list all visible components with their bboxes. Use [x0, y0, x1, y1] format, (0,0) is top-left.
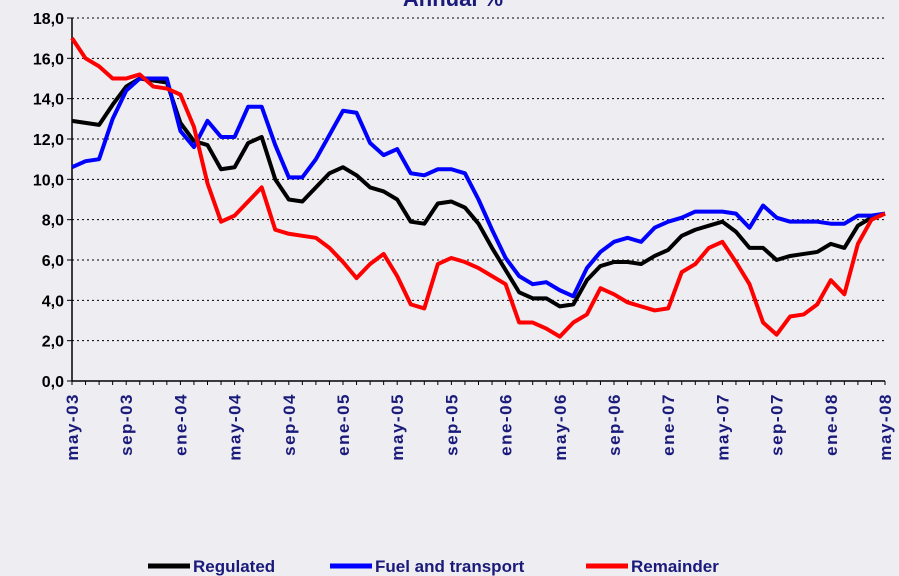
y-tick-label: 8,0 [42, 213, 64, 230]
x-tick-label: ene-04 [171, 393, 190, 456]
y-tick-label: 4,0 [42, 293, 64, 310]
x-tick-label: ene-05 [334, 393, 353, 456]
x-tick-label: may-07 [713, 393, 732, 461]
legend-label: Remainder [631, 557, 719, 576]
series-line [70, 37, 886, 339]
x-tick-label: may-04 [226, 393, 245, 461]
series-line [71, 76, 886, 309]
y-tick-label: 12,0 [33, 132, 64, 149]
x-tick-label: may-03 [63, 393, 82, 461]
x-tick-label: ene-08 [822, 393, 841, 456]
y-tick-label: 16,0 [33, 51, 64, 68]
x-tick-label: sep-05 [442, 393, 461, 456]
y-tick-label: 14,0 [33, 92, 64, 109]
y-tick-label: 0,0 [42, 374, 64, 391]
x-tick-label: ene-07 [659, 393, 678, 456]
x-tick-label: ene-06 [497, 393, 516, 456]
chart-title: Annual % [403, 0, 503, 11]
y-tick-label: 10,0 [33, 172, 64, 189]
y-tick-label: 18,0 [33, 11, 64, 28]
x-tick-label: sep-04 [280, 393, 299, 456]
x-tick-label: sep-06 [605, 393, 624, 456]
y-tick-label: 2,0 [42, 334, 64, 351]
legend-label: Fuel and transport [375, 557, 525, 576]
series-line [71, 76, 886, 299]
legend-label: Regulated [193, 557, 275, 576]
x-tick-label: may-05 [388, 393, 407, 461]
x-tick-label: sep-07 [768, 393, 787, 456]
x-tick-label: sep-03 [117, 393, 136, 456]
x-tick-label: may-06 [551, 393, 570, 461]
x-tick-label: may-08 [876, 393, 895, 461]
y-tick-label: 6,0 [42, 253, 64, 270]
